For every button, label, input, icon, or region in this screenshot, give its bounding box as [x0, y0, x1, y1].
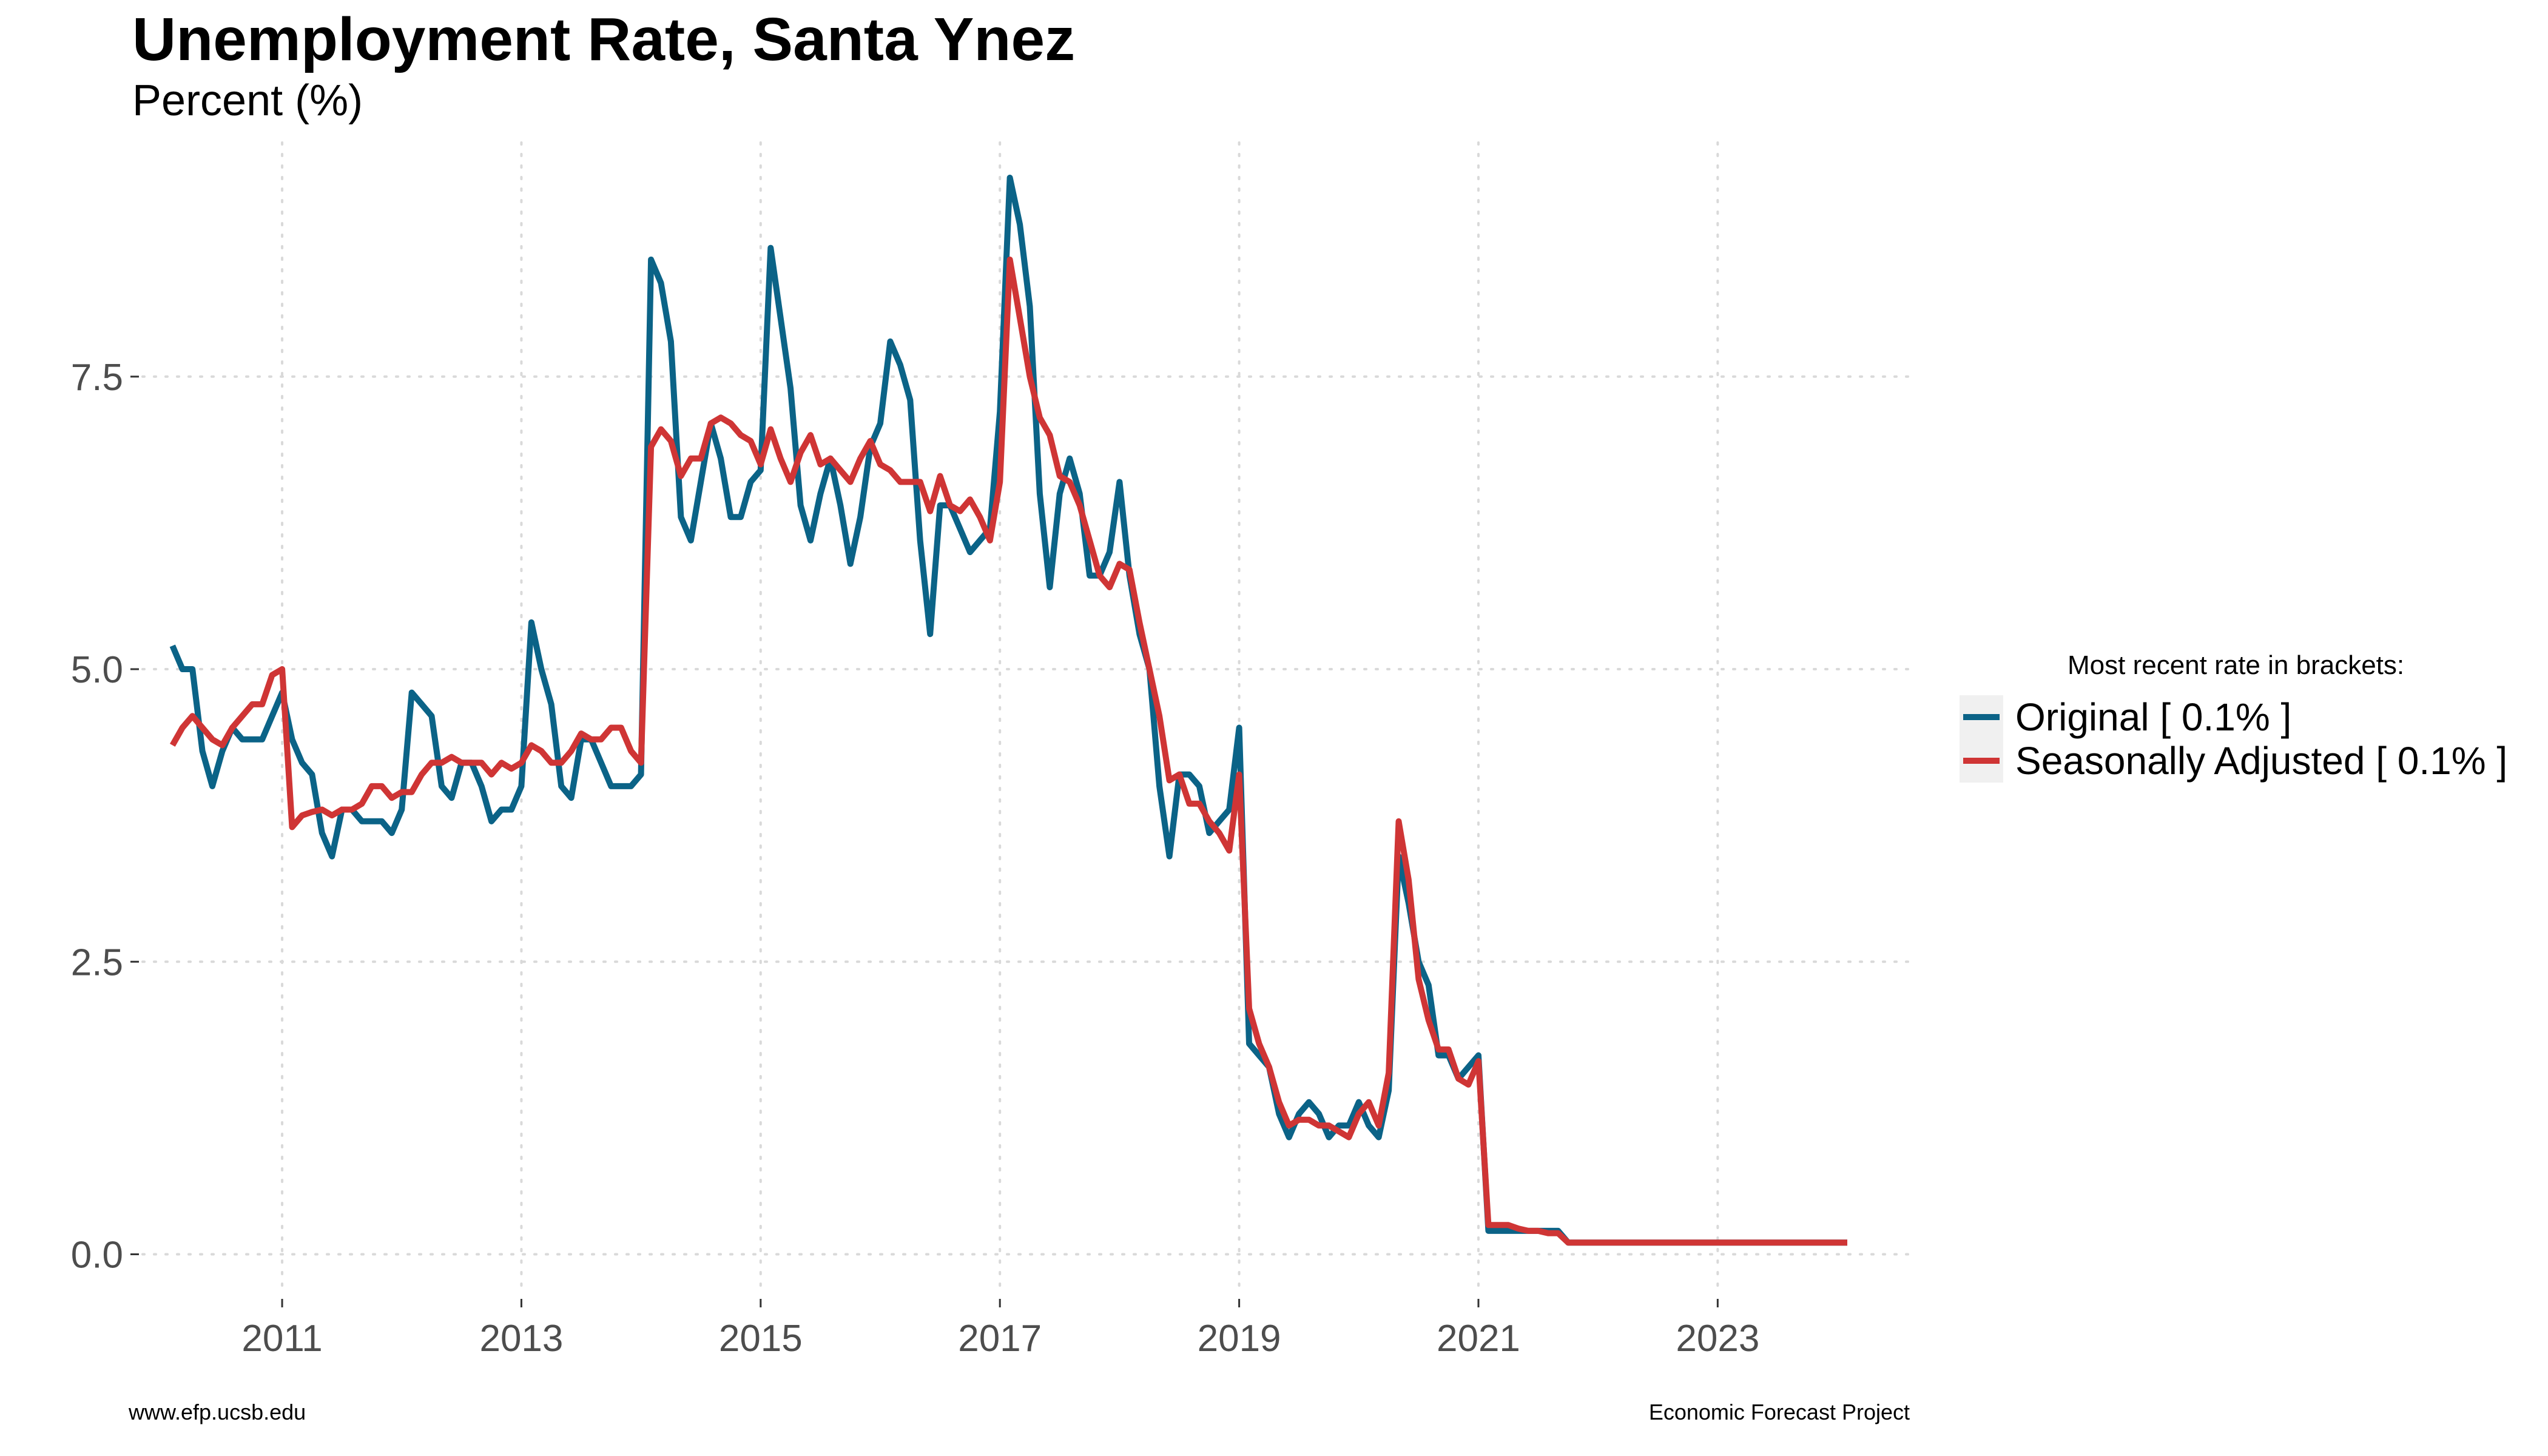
y-tick-label: 5.0 — [71, 649, 123, 691]
y-tick-label: 0.0 — [71, 1234, 123, 1276]
series-lines — [169, 174, 1847, 1246]
legend-title: Most recent rate in brackets: — [2068, 650, 2405, 680]
series-line-seasonally-adjusted — [169, 256, 1847, 1246]
y-tick-label: 2.5 — [71, 942, 123, 983]
legend-label-original: Original [ 0.1% ] — [2015, 695, 2292, 739]
x-tick-label: 2015 — [719, 1318, 803, 1360]
chart-subtitle: Percent (%) — [132, 76, 363, 125]
legend-line-seasonally-adjusted — [1963, 758, 2000, 764]
legend-key-seasonally-adjusted — [1960, 739, 2003, 783]
x-tick-label: 2021 — [1437, 1318, 1520, 1360]
x-tick-label: 2019 — [1198, 1318, 1281, 1360]
x-tick-label: 2013 — [479, 1318, 563, 1360]
legend-key-original — [1960, 695, 2003, 739]
legend-label-seasonally-adjusted: Seasonally Adjusted [ 0.1% ] — [2015, 739, 2508, 783]
series-line-original — [169, 174, 1847, 1246]
legend-item-original: Original [ 0.1% ] — [1960, 695, 2291, 739]
x-tick-label: 2023 — [1676, 1318, 1759, 1360]
axes: 0.0 2.5 5.0 7.5 2011 2013 2015 2017 2019 2021 2023 — [71, 357, 1760, 1360]
x-tick-label: 2011 — [241, 1318, 322, 1360]
chart-title: Unemployment Rate, Santa Ynez — [132, 5, 1076, 73]
legend-item-seasonally-adjusted: Seasonally Adjusted [ 0.1% ] — [1960, 739, 2507, 783]
x-tick-label: 2017 — [958, 1318, 1042, 1360]
footer-source: Economic Forecast Project — [1648, 1400, 1910, 1424]
y-tick-label: 7.5 — [71, 357, 123, 399]
legend-line-original — [1963, 714, 2000, 720]
footer-url: www.efp.ucsb.edu — [129, 1400, 306, 1424]
